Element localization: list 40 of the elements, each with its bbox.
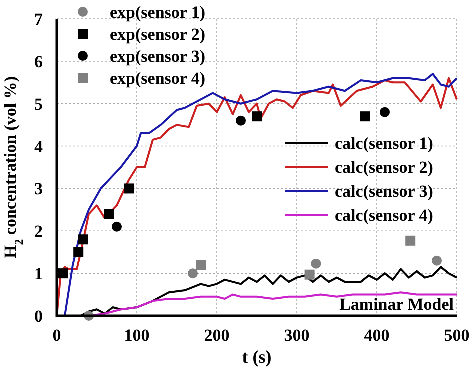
- y-tick-label: 7: [34, 10, 44, 29]
- point: [188, 268, 198, 279]
- point: [311, 258, 322, 269]
- y-tick-label: 0: [34, 307, 43, 326]
- y-tick-label: 5: [34, 94, 43, 114]
- point: [104, 209, 114, 220]
- x-tick-label: 200: [204, 326, 230, 345]
- point: [252, 112, 262, 122]
- legend-label: exp(sensor 2): [110, 25, 206, 44]
- point: [236, 116, 246, 126]
- point: [360, 112, 370, 122]
- legend-label: calc(sensor 1): [335, 134, 434, 153]
- x-tick-label: 300: [284, 326, 310, 345]
- legend-label: exp(sensor 1): [110, 3, 206, 22]
- legend-label: calc(sensor 4): [335, 206, 434, 225]
- x-tick-label: 500: [444, 326, 470, 345]
- x-tick-label: 0: [52, 326, 62, 345]
- legend-label: calc(sensor 2): [335, 158, 434, 177]
- y-tick-label: 3: [34, 180, 43, 199]
- point: [112, 222, 122, 232]
- point: [78, 234, 88, 245]
- point: [196, 260, 206, 270]
- point: [74, 247, 84, 258]
- legend-label: exp(sensor 3): [110, 47, 206, 66]
- y-tick-label: 1: [34, 264, 43, 284]
- x-tick-label: 400: [364, 326, 390, 345]
- point: [304, 270, 315, 280]
- y-tick-label: 4: [34, 137, 44, 156]
- legend-label: calc(sensor 3): [335, 182, 434, 201]
- point: [380, 107, 390, 118]
- x-tick-label: 100: [124, 326, 150, 345]
- point: [124, 184, 134, 194]
- y-tick-label: 6: [34, 52, 43, 72]
- point: [432, 256, 442, 266]
- point: [406, 236, 416, 246]
- x-axis-title: t (s): [242, 347, 272, 367]
- y-tick-label: 2: [34, 222, 43, 242]
- legend-label: exp(sensor 4): [110, 69, 206, 88]
- point: [58, 268, 68, 279]
- annotation: Laminar Model: [340, 295, 454, 314]
